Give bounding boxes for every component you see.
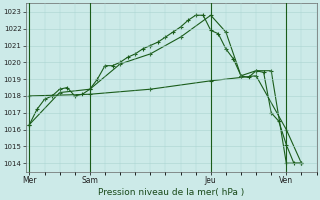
X-axis label: Pression niveau de la mer( hPa ): Pression niveau de la mer( hPa )	[98, 188, 244, 197]
